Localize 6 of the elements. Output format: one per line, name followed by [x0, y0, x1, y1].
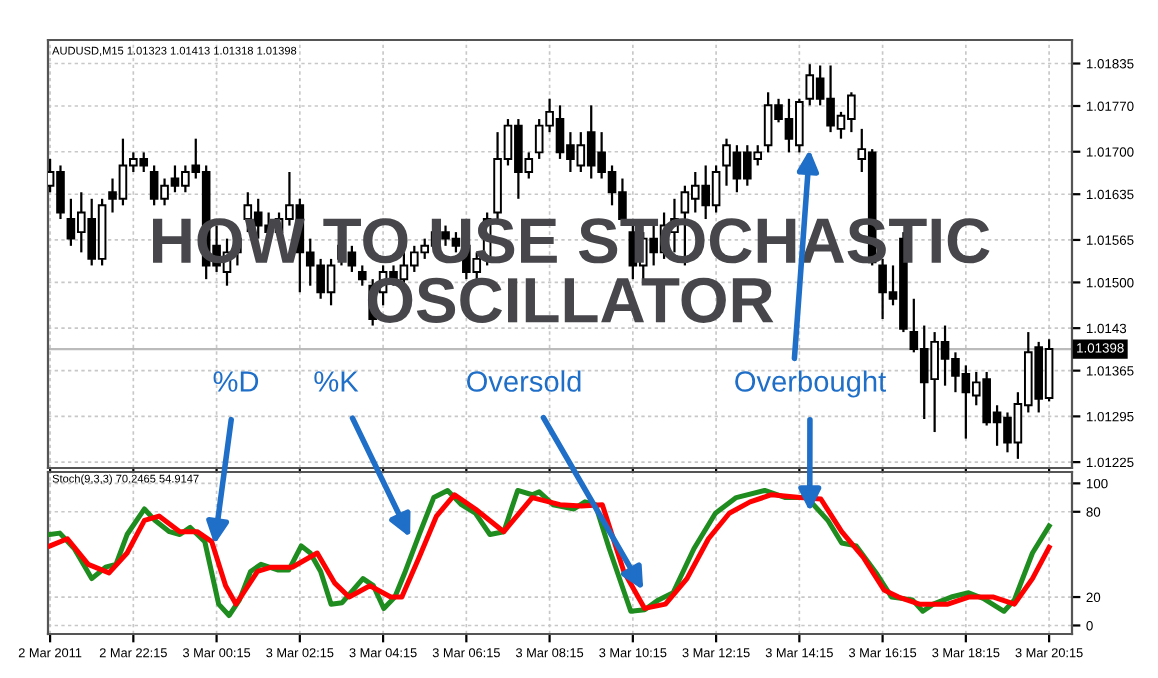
- candlestick: [56, 164, 65, 221]
- candlestick: [357, 264, 367, 287]
- annotation: Overbought: [735, 370, 886, 398]
- annotation: Oversold: [467, 370, 581, 392]
- annotation: %K: [314, 371, 359, 392]
- annotation: %D: [213, 371, 259, 392]
